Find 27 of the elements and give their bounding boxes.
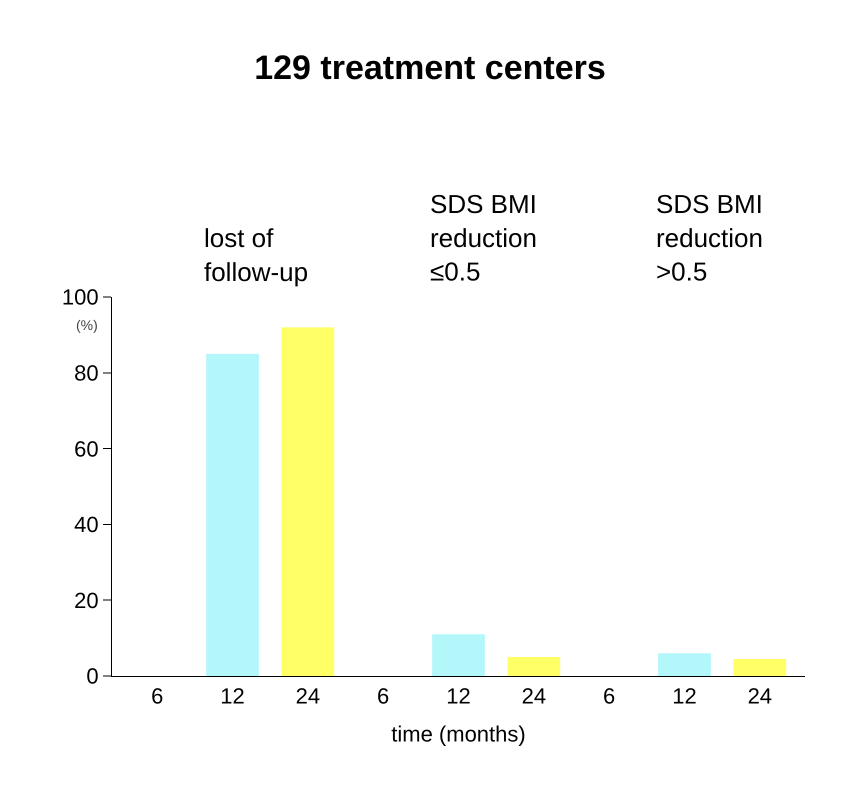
x-tick-label: 12	[220, 683, 245, 708]
text: lost of follow-up	[204, 223, 308, 287]
x-tick-label: 24	[522, 683, 546, 708]
x-tick-label: 12	[672, 683, 697, 708]
bar	[432, 634, 485, 676]
text: SDS BMI reduction >0.5	[656, 189, 763, 287]
x-tick-label: 12	[446, 683, 471, 708]
y-tick-label: 40	[74, 512, 99, 538]
x-tick-label: 6	[151, 683, 164, 708]
text: SDS BMI reduction ≤0.5	[430, 189, 537, 287]
bar	[281, 327, 334, 676]
y-tick-label: 80	[74, 360, 99, 386]
x-tick-label: 24	[748, 683, 772, 708]
y-tick-label: 100	[62, 284, 99, 310]
x-tick-label: 24	[296, 683, 320, 708]
x-tick-label: 6	[603, 683, 616, 708]
bar	[658, 653, 711, 676]
y-axis-title: (%)	[76, 317, 98, 333]
bar	[507, 657, 560, 676]
chart-title: 129 treatment centers	[254, 48, 606, 87]
bar	[206, 354, 259, 676]
bar	[733, 658, 786, 676]
y-tick-label: 20	[74, 588, 99, 613]
y-tick-label: 0	[86, 664, 99, 689]
y-tick-label: 60	[74, 436, 99, 462]
x-axis-title: time (months)	[391, 721, 526, 746]
x-tick-label: 6	[377, 683, 390, 708]
